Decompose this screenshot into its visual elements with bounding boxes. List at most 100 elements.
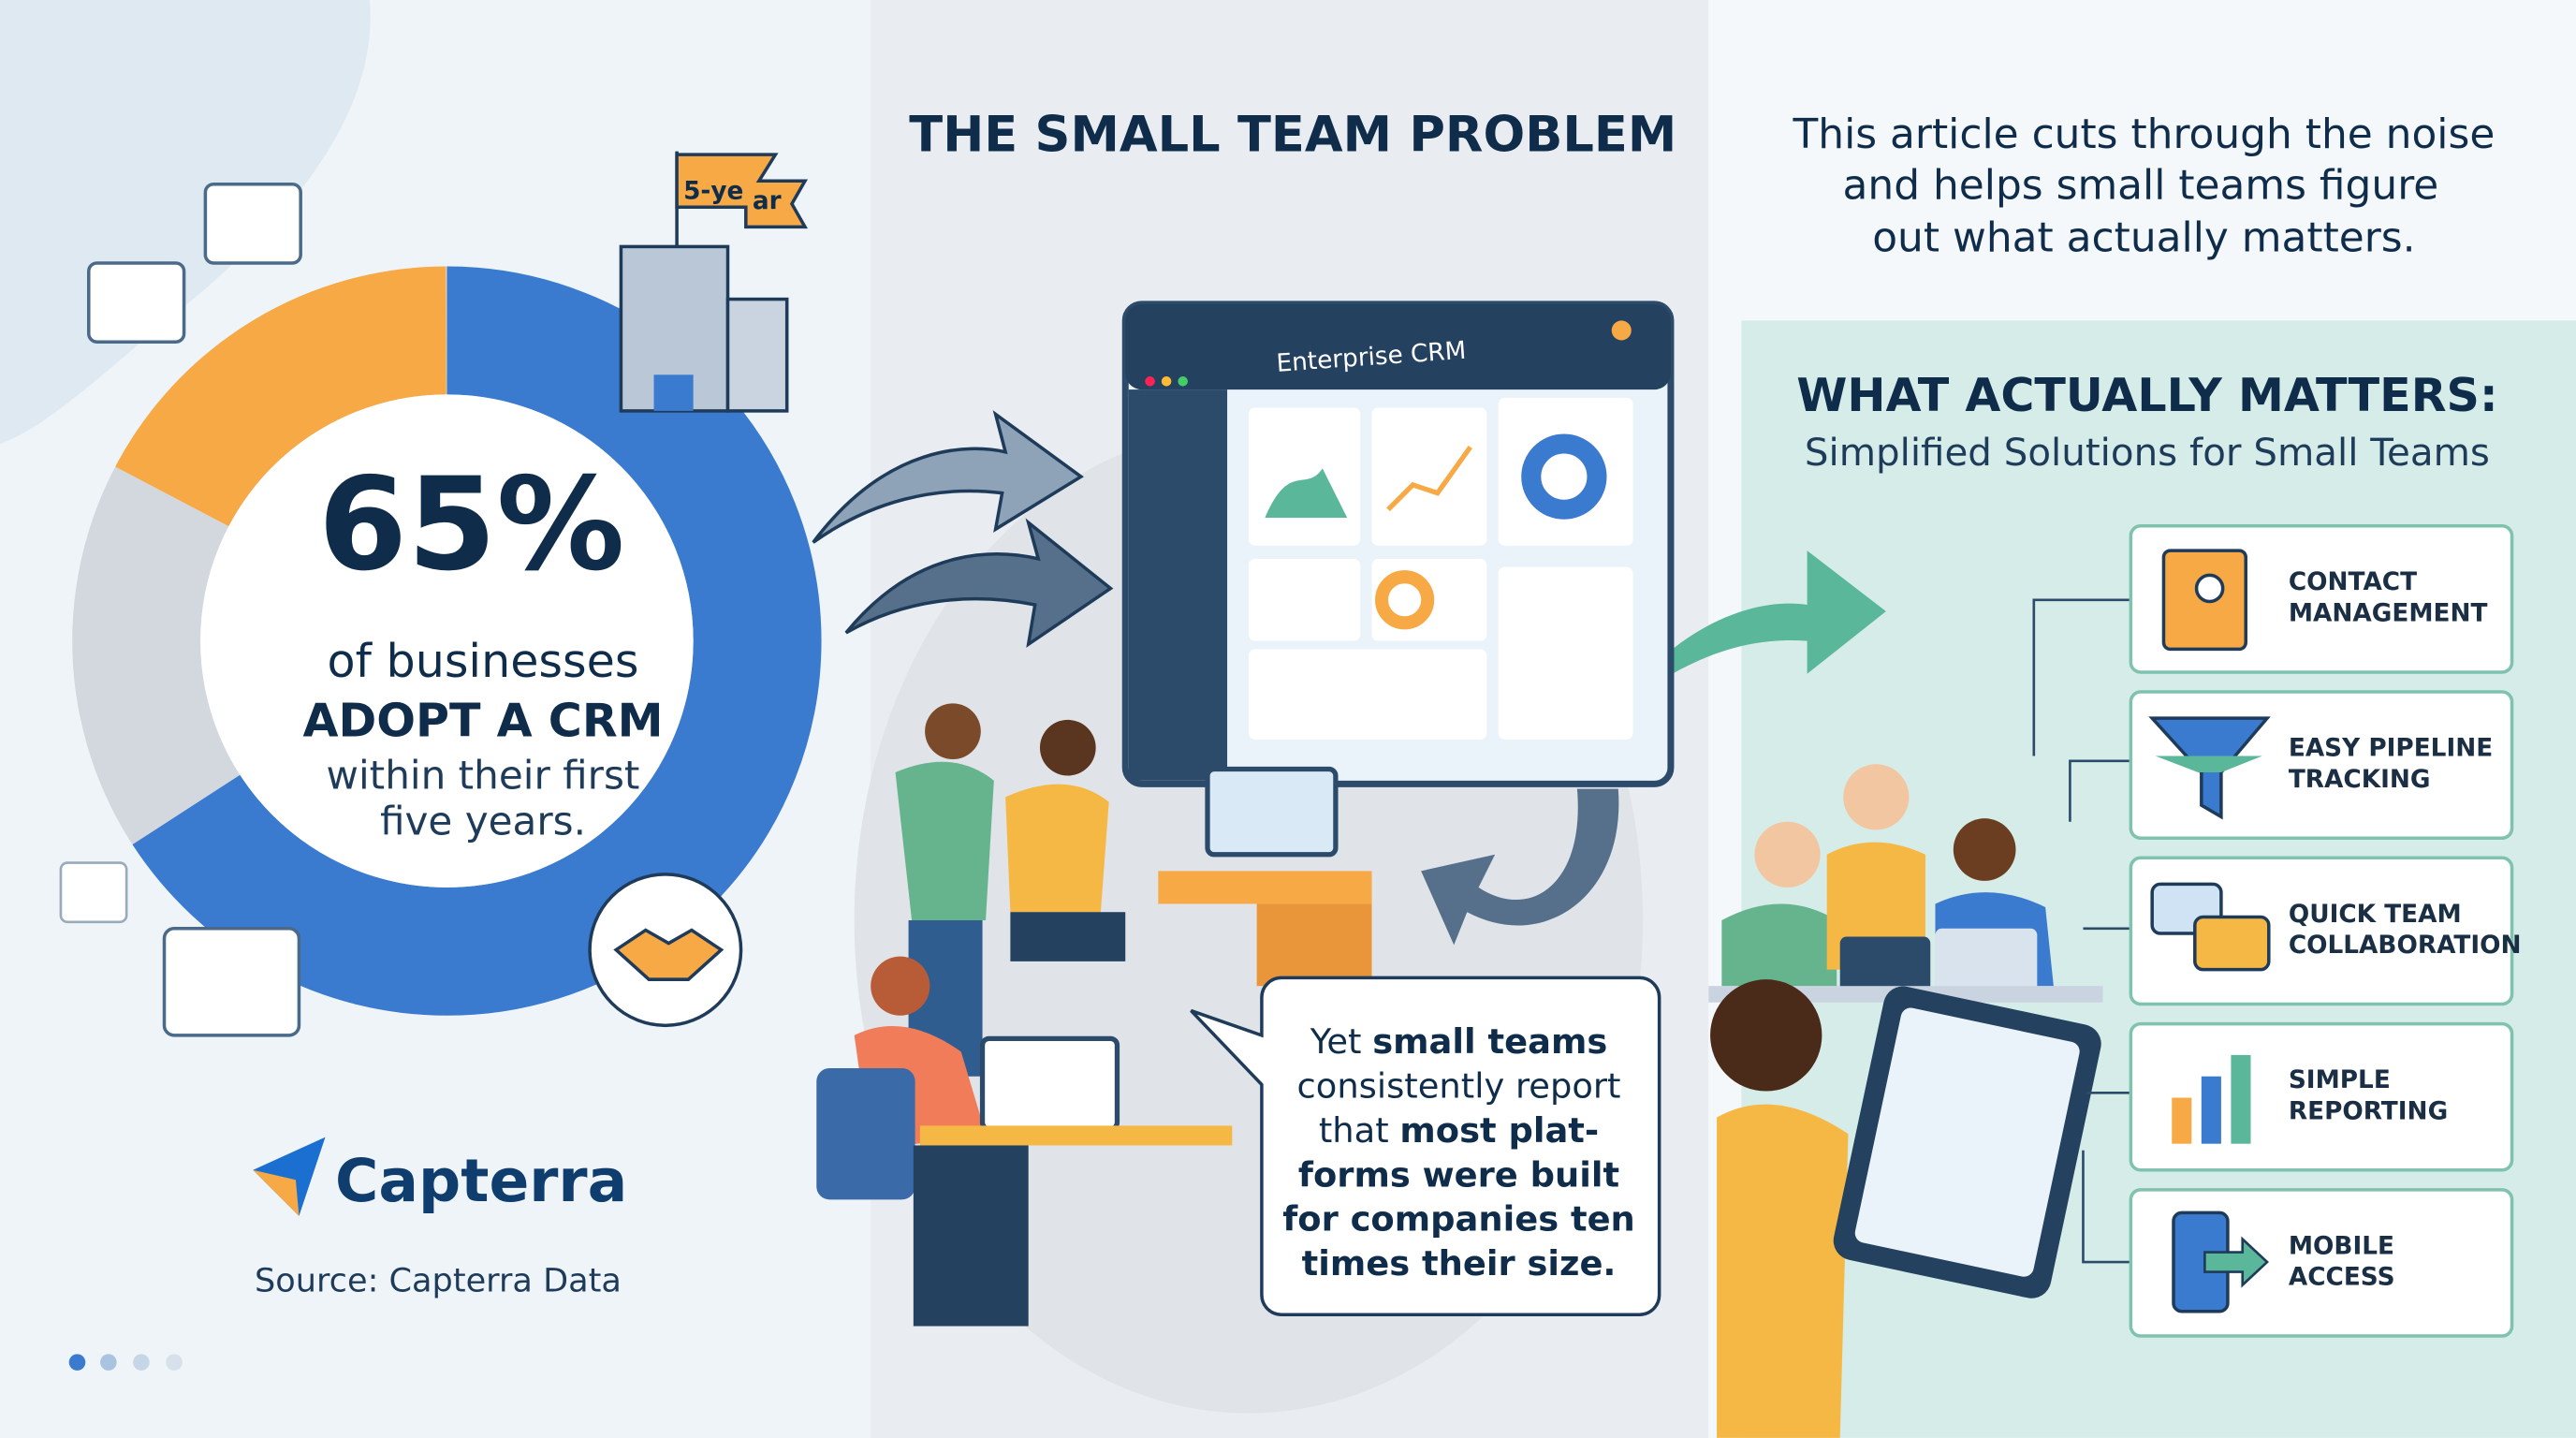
calendar-icons-shape xyxy=(162,927,301,1037)
intro-line: out what actually matters. xyxy=(1872,214,2415,262)
people-right-shape xyxy=(1717,1104,1849,1438)
crm-screen-shape xyxy=(1248,558,1361,641)
people-right-shape xyxy=(1953,818,2016,881)
connector-lines-shape xyxy=(2032,598,2131,756)
donut-shape xyxy=(72,266,822,1016)
people-right xyxy=(1708,764,2103,1438)
callout-part: small teams xyxy=(1372,1021,1607,1062)
people-left xyxy=(816,703,1372,1327)
brand-name: Capterra xyxy=(335,1146,627,1215)
crm-screen-shape xyxy=(1161,376,1172,387)
callout-part: that xyxy=(1319,1110,1389,1151)
crm-screen-shape xyxy=(1265,468,1348,518)
stat-line: within their first xyxy=(327,753,640,799)
section-title: WHAT ACTUALLY MATTERS: xyxy=(1796,368,2497,422)
people-left-shape xyxy=(1158,871,1372,904)
building xyxy=(619,151,809,413)
feature-label: MOBILE xyxy=(2289,1232,2394,1260)
calendar-icons-shape xyxy=(59,861,128,924)
donut-shape xyxy=(613,928,724,981)
calendar-icons-shape xyxy=(203,182,302,265)
people-left-shape xyxy=(925,703,981,759)
stat-line: ADOPT A CRM xyxy=(302,693,663,747)
feature-label: CONTACT xyxy=(2289,568,2417,596)
feature-cards xyxy=(2129,524,2514,1338)
feature-cards-shape xyxy=(2194,573,2225,604)
callout-part: most plat- xyxy=(1399,1110,1599,1151)
people-left-shape xyxy=(979,1035,1120,1132)
arrows xyxy=(812,410,1886,946)
pager-dots xyxy=(68,1354,183,1371)
people-right-shape xyxy=(1839,936,1931,996)
crm-screen-shape xyxy=(1128,389,1228,781)
donut xyxy=(72,266,822,1028)
stat-line: five years. xyxy=(380,799,586,844)
source: Source: Capterra Data xyxy=(255,1262,622,1300)
people-left-shape xyxy=(919,1125,1233,1146)
crm-screen-shape xyxy=(1371,407,1487,546)
pager-dots-shape xyxy=(166,1354,183,1371)
crm-screen-shape xyxy=(1125,303,1671,390)
feature-label: TRACKING xyxy=(2289,766,2431,794)
connector-lines xyxy=(2032,598,2131,1264)
callout-line: Yet small teams xyxy=(1310,1021,1608,1062)
feature-cards-shape xyxy=(2201,1076,2221,1144)
feature-label: SIMPLE xyxy=(2289,1066,2391,1094)
arrows-shape xyxy=(812,410,1085,544)
stat-value: 65% xyxy=(318,450,625,599)
people-left-shape xyxy=(1039,719,1096,776)
callout-part: Yet xyxy=(1310,1021,1362,1062)
feature-label: EASY PIPELINE xyxy=(2289,734,2493,762)
feature-label: ACCESS xyxy=(2289,1264,2395,1292)
people-left-shape xyxy=(871,956,930,1016)
feature-label: COLLABORATION xyxy=(2289,932,2522,960)
feature-labels: CONTACT MANAGEMENT EASY PIPELINE TRACKIN… xyxy=(2289,568,2522,1291)
badge-text: ar xyxy=(753,187,782,215)
connector-lines-shape xyxy=(2069,759,2131,822)
donut-shape xyxy=(72,266,822,1016)
pager-dots-shape xyxy=(133,1354,150,1371)
people-left-shape xyxy=(1005,784,1109,913)
section-title: THE SMALL TEAM PROBLEM xyxy=(909,107,1676,164)
callout-line: forms were built xyxy=(1298,1154,1619,1195)
stat-line: of businesses xyxy=(328,634,639,688)
section-subtitle: Simplified Solutions for Small Teams xyxy=(1805,431,2490,475)
crm-screen-shape xyxy=(1145,376,1155,387)
people-left-shape xyxy=(913,1145,1029,1327)
feature-cards-shape xyxy=(2172,1097,2192,1144)
callout-line: for companies ten xyxy=(1282,1199,1635,1240)
feature-cards-shape xyxy=(2155,756,2262,773)
arrows-shape xyxy=(1672,550,1886,674)
calendar-icons xyxy=(59,182,302,1037)
pager-dots-shape xyxy=(100,1354,117,1371)
building-shape xyxy=(725,297,789,413)
crm-screen xyxy=(1121,301,1675,787)
crm-screen-shape xyxy=(1498,397,1633,546)
crm-screen-shape xyxy=(1386,446,1472,512)
people-right-shape xyxy=(1754,821,1821,888)
callout-line: that most plat- xyxy=(1319,1110,1599,1151)
feature-cards-shape xyxy=(2203,1236,2269,1288)
people-left-shape xyxy=(895,761,994,920)
callout-line: times their size. xyxy=(1302,1243,1617,1284)
people-right-shape xyxy=(1721,903,1837,987)
crm-screen-shape xyxy=(1611,320,1632,341)
feature-label: REPORTING xyxy=(2289,1097,2448,1125)
feature-cards-shape xyxy=(2193,915,2271,972)
callout-shape xyxy=(1190,976,1661,1316)
feature-label: MANAGEMENT xyxy=(2289,600,2488,628)
arrows-shape xyxy=(1421,788,1619,946)
people-right-shape xyxy=(1843,764,1910,830)
crm-screen-shape xyxy=(1498,566,1633,740)
crm-screen-shape xyxy=(1375,570,1435,630)
badge-text: 5-ye xyxy=(683,178,743,206)
feature-cards-shape xyxy=(2231,1054,2251,1144)
people-right-shape xyxy=(1935,928,2038,994)
crm-screen-shape xyxy=(1178,376,1188,387)
feature-label: QUICK TEAM xyxy=(2289,901,2462,929)
feature-cards-shape xyxy=(2129,1021,2514,1172)
crm-screen-shape xyxy=(1521,433,1607,520)
